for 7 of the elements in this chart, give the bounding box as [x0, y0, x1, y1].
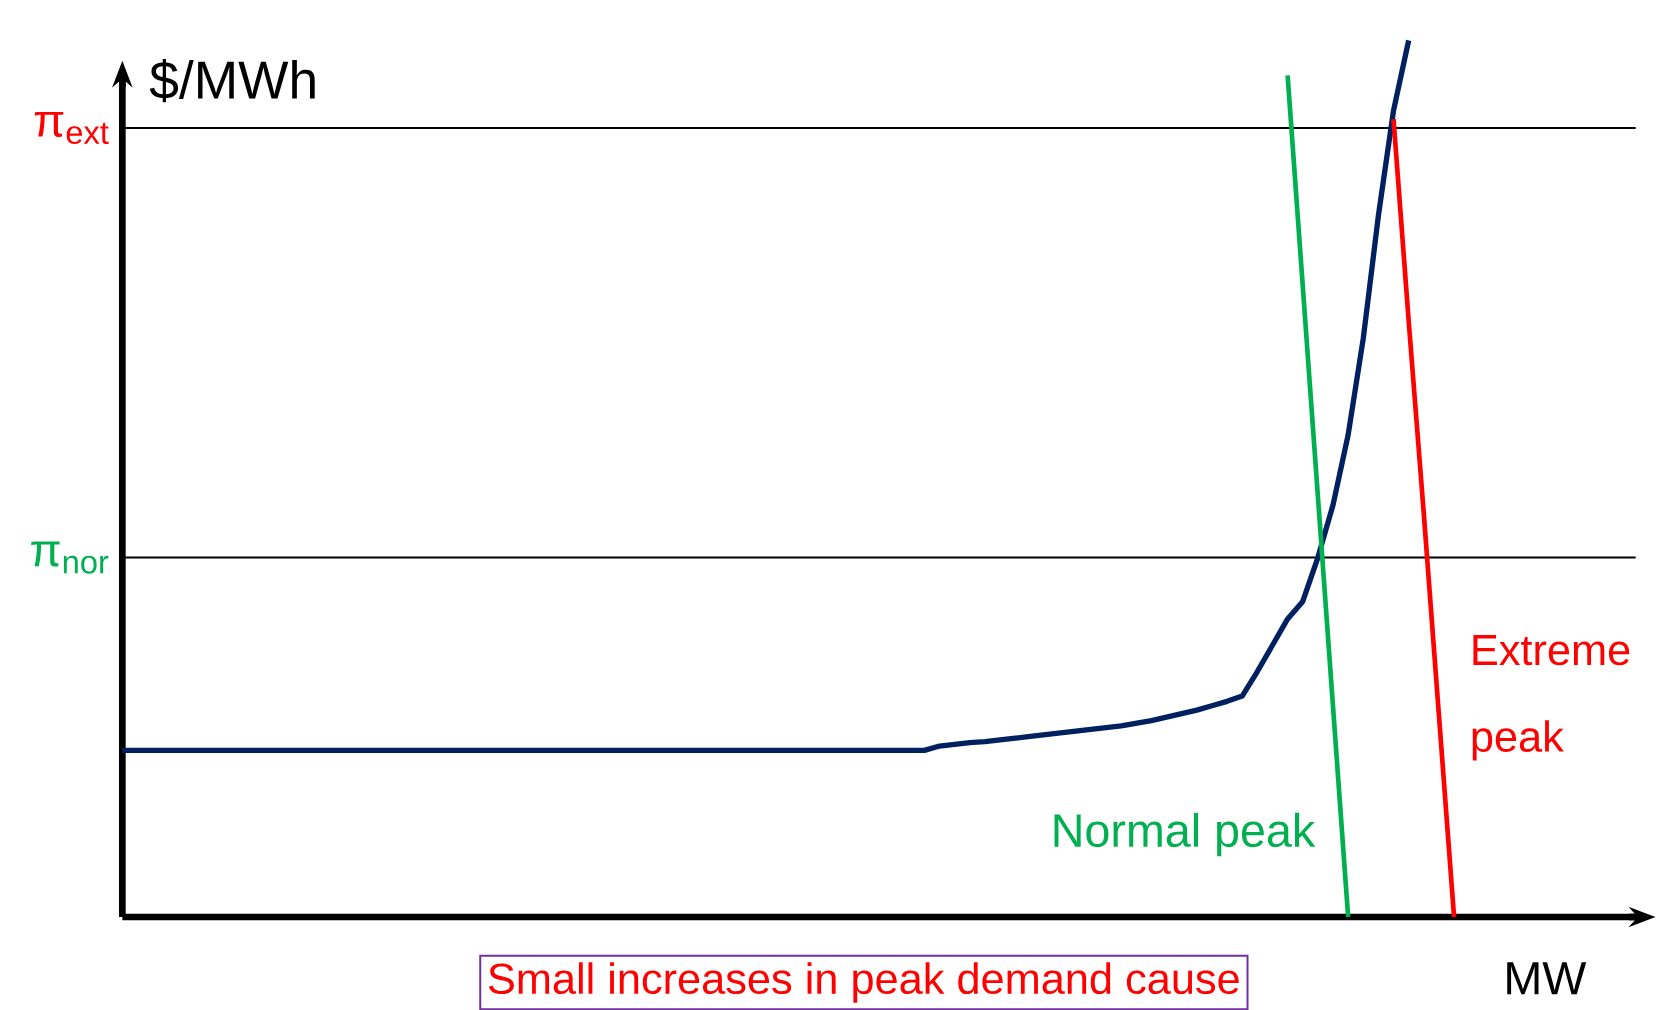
series-label: Normal peak — [1054, 812, 1316, 857]
y-axis-title: $/MWh — [149, 59, 315, 103]
x-axis-title: MW — [1507, 962, 1587, 995]
text: Extreme peak — [1472, 635, 1630, 761]
text: Small increases in peak demand cause — [488, 962, 1239, 1003]
ref-line-label: π$_{ext}$ — [34, 111, 109, 145]
ref-line-label: π$_{nor}$ — [31, 541, 109, 574]
